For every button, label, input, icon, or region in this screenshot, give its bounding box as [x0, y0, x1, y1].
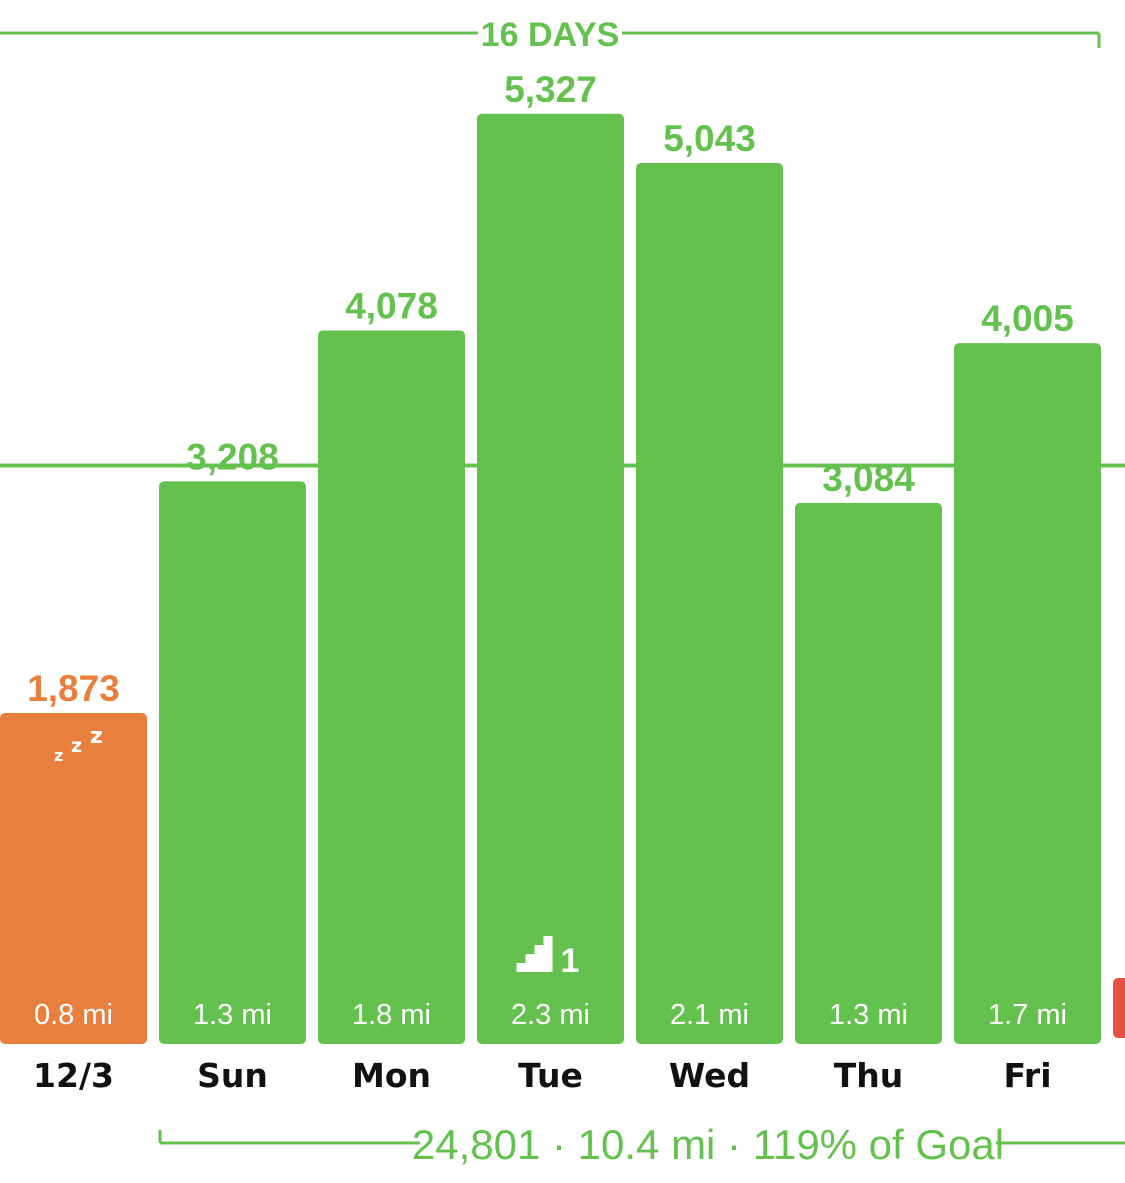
distance-label: 2.1 mi	[670, 999, 749, 1031]
svg-text:z: z	[71, 735, 82, 757]
summary-bracket: 24,801 · 10.4 mi · 119% of Goal	[158, 1121, 1125, 1168]
day-label: Wed	[669, 1056, 750, 1095]
svg-text:z: z	[54, 746, 63, 765]
bar-Mon[interactable]	[318, 330, 465, 1044]
svg-text:z: z	[90, 724, 103, 749]
bar-value-label: 4,078	[345, 285, 438, 326]
distance-label: 0.8 mi	[34, 999, 113, 1031]
distance-label: 1.8 mi	[352, 999, 431, 1031]
period-bracket: 16 DAYS	[0, 16, 1101, 54]
bar-value-label: 4,005	[981, 298, 1074, 339]
distance-label: 1.7 mi	[988, 999, 1067, 1031]
stairs-count-label: 1	[561, 942, 580, 980]
bar-value-label: 5,043	[663, 118, 756, 159]
bar-Tue[interactable]	[477, 113, 624, 1044]
day-label: Fri	[1003, 1056, 1051, 1095]
day-label: Thu	[834, 1056, 904, 1095]
distance-label: 1.3 mi	[829, 999, 908, 1031]
bar-12/3[interactable]	[0, 713, 147, 1044]
bar-Wed[interactable]	[636, 163, 783, 1045]
day-label: 12/3	[33, 1056, 114, 1095]
day-label: Sun	[197, 1056, 268, 1095]
period-label: 16 DAYS	[481, 16, 620, 54]
bars-group: 1,873 0.8 mi 12/3 3,208 1.3 mi Sun 4,078 1.8 mi…	[0, 69, 1101, 1095]
bar-Thu[interactable]	[795, 502, 942, 1044]
bar-Fri[interactable]	[954, 343, 1101, 1044]
stairs-icon	[516, 936, 553, 972]
bar-Sun[interactable]	[159, 481, 306, 1044]
distance-label: 2.3 mi	[511, 999, 590, 1031]
summary-label: 24,801 · 10.4 mi · 119% of Goal	[412, 1121, 1004, 1168]
bar-value-label: 3,208	[186, 436, 279, 477]
day-label: Tue	[518, 1056, 583, 1095]
bar-value-label: 3,084	[822, 458, 915, 499]
partial-next-bar	[1113, 978, 1125, 1038]
bar-value-label: 5,327	[504, 69, 597, 110]
distance-label: 1.3 mi	[193, 999, 272, 1031]
day-label: Mon	[352, 1056, 431, 1095]
bar-value-label: 1,873	[27, 668, 120, 709]
